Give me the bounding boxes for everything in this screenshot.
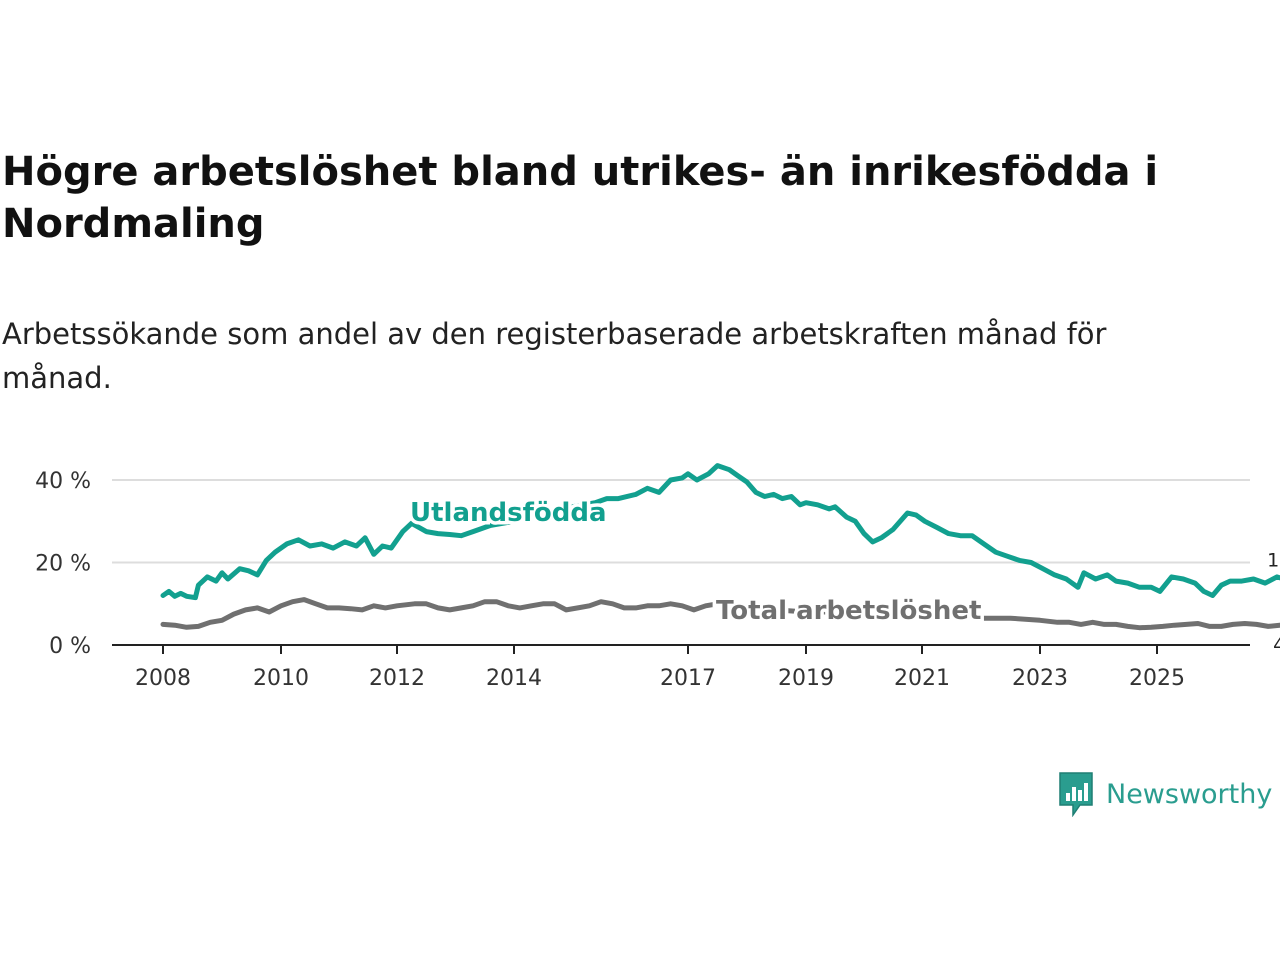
end-label-total: 4,8 %: [1273, 634, 1280, 656]
chart-title: Högre arbetslöshet bland utrikes- än inr…: [2, 149, 1159, 247]
series-line-utlandsfodda: [160, 463, 1280, 601]
chart-subtitle: Arbetssökande som andel av den registerb…: [2, 317, 1107, 395]
x-tick-label: 2019: [778, 666, 834, 691]
label-layer: Utlandsfödda Total arbetslöshet 15,2 % 4,8 …: [407, 495, 1280, 659]
y-tick-label: 40 %: [35, 469, 91, 494]
series-layer: [160, 463, 1280, 631]
x-tick-label: 2010: [253, 666, 309, 691]
axis-layer: 0 % 20 % 40 % 2008 2010 2012 2014 2017 2019 2021 2…: [35, 469, 1250, 691]
brand-name: Newsworthy: [1106, 778, 1273, 810]
x-tick-label: 2017: [660, 666, 716, 691]
x-tick-label: 2012: [369, 666, 425, 691]
x-tick-label: 2021: [894, 666, 950, 691]
y-tick-label: 20 %: [35, 552, 91, 577]
x-tick-label: 2025: [1129, 666, 1185, 691]
end-label-utlandsfodda: 15,2 %: [1267, 549, 1280, 571]
x-tick-label: 2014: [486, 666, 542, 691]
series-line-total-arbetsloshet: [160, 597, 1280, 631]
x-tick-label: 2023: [1012, 666, 1068, 691]
x-tick-label: 2008: [135, 666, 191, 691]
newsworthy-logo-icon: [1059, 772, 1093, 817]
y-tick-label: 0 %: [49, 634, 91, 659]
grid-layer: [112, 479, 1250, 564]
newsworthy-brand: Newsworthy: [1058, 770, 1272, 818]
series-label-utlandsfodda: Utlandsfödda: [410, 498, 607, 528]
series-label-total: Total arbetslöshet: [716, 596, 981, 626]
